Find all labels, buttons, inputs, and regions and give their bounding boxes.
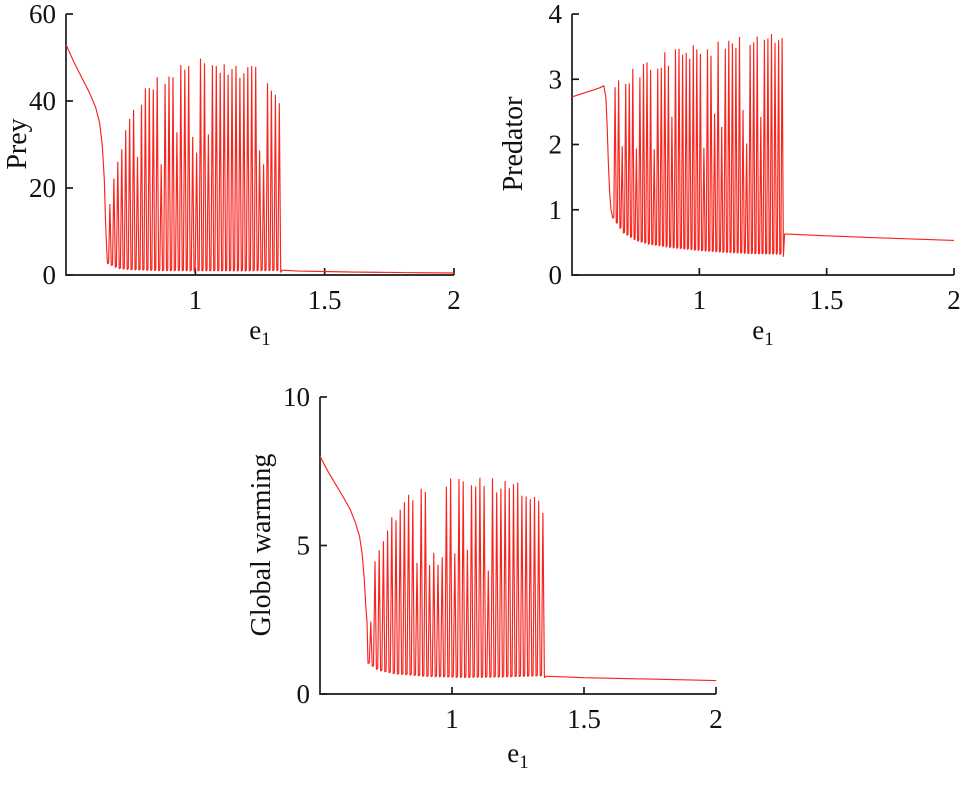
global-warming-panel: 0 5 10 1 1.5 2 Global warming e1 [244, 385, 734, 790]
global-warming-bifurcation-ytick-label: 0 [297, 679, 311, 709]
predator-x-label-base: e [752, 314, 765, 345]
prey-x-label-subscript: 1 [261, 329, 271, 351]
prey-bifurcation-xtick-label: 1 [189, 285, 203, 315]
global-warming-bifurcation-xtick-label: 2 [709, 704, 723, 734]
prey-x-axis-label: e1 [249, 315, 270, 351]
prey-panel: 0 20 40 60 1 1.5 2 Prey e1 [0, 0, 470, 355]
predator-plot-svg: 0 1 2 3 4 1 1.5 2 [549, 0, 961, 315]
predator-bifurcation-xtick-label: 1.5 [810, 285, 844, 315]
prey-bifurcation-xtick-label: 1.5 [308, 285, 342, 315]
global-warming-y-axis-label: Global warming [246, 453, 277, 637]
predator-bifurcation-ytick-label: 0 [549, 260, 563, 290]
global-warming-bifurcation-trace [319, 456, 717, 682]
prey-bifurcation-trace [65, 44, 455, 274]
prey-bifurcation-ytick-label: 0 [43, 260, 57, 290]
global-warming-x-label-base: e [507, 737, 520, 768]
predator-bifurcation-ytick-label: 1 [549, 195, 563, 225]
global-warming-x-axis-label: e1 [507, 738, 528, 774]
predator-bifurcation-ytick-label: 2 [549, 130, 563, 160]
global-warming-bifurcation-xtick-label: 1 [445, 704, 459, 734]
prey-plot-svg: 0 20 40 60 1 1.5 2 [29, 0, 461, 315]
predator-bifurcation-xtick-label: 2 [947, 285, 961, 315]
predator-panel: 0 1 2 3 4 1 1.5 2 Predator e1 [498, 0, 968, 355]
global-warming-plot-svg: 0 5 10 1 1.5 2 [283, 385, 723, 734]
predator-bifurcation-trace [571, 33, 955, 257]
prey-y-axis-label: Prey [2, 118, 33, 170]
global-warming-bifurcation-xtick-label: 1.5 [567, 704, 601, 734]
prey-x-label-base: e [249, 314, 262, 345]
prey-bifurcation-ytick-label: 40 [29, 86, 56, 116]
predator-bifurcation-xtick-label: 1 [693, 285, 707, 315]
predator-x-label-subscript: 1 [764, 329, 774, 351]
prey-bifurcation-ytick-label: 60 [29, 0, 56, 29]
prey-bifurcation-xtick-label: 2 [447, 285, 461, 315]
predator-bifurcation-ytick-label: 3 [549, 64, 563, 94]
predator-bifurcation-ytick-label: 4 [549, 0, 563, 29]
predator-x-axis-label: e1 [752, 315, 773, 351]
global-warming-x-label-subscript: 1 [519, 752, 529, 774]
global-warming-bifurcation-ytick-label: 5 [297, 531, 311, 561]
global-warming-bifurcation-ytick-label: 10 [283, 385, 310, 412]
predator-y-axis-label: Predator [498, 96, 529, 192]
prey-bifurcation-ytick-label: 20 [29, 173, 56, 203]
